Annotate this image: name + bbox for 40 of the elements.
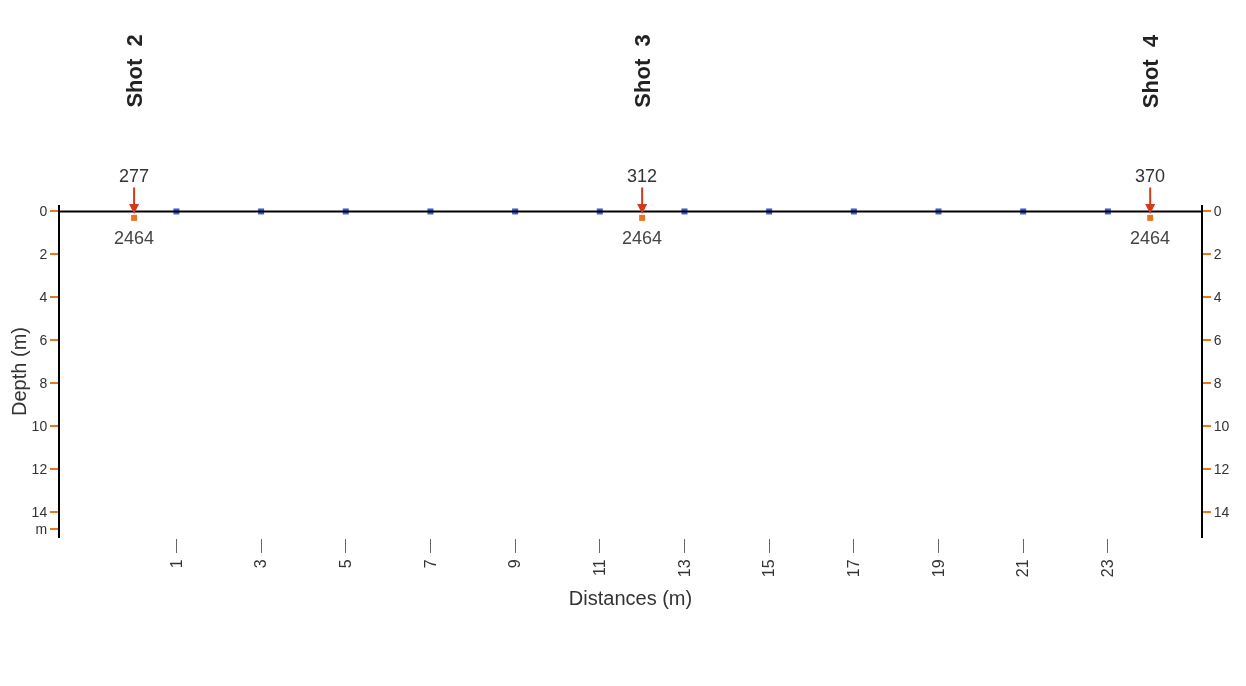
x-tick-label: 3 (252, 559, 270, 569)
annotation: 312 (627, 166, 658, 186)
annotation: 2464 (1130, 228, 1171, 248)
x-tick-label: 1 (167, 559, 185, 569)
x-tick-label: 19 (929, 559, 947, 578)
y-tick-label: 8 (39, 375, 48, 392)
y-tick-label: 6 (39, 332, 48, 349)
y2-tick-label: 14 (1213, 504, 1230, 521)
y2-tick-label: 8 (1213, 375, 1222, 392)
y2-tick-label: 2 (1213, 246, 1222, 263)
x-tick-label: 9 (506, 559, 524, 569)
text: Shot 2 (121, 34, 147, 108)
x-tick-label: 21 (1014, 559, 1032, 578)
x-tick-label: 7 (421, 559, 439, 569)
y-tick-label: 10 (31, 418, 48, 435)
x-tick-label: 11 (591, 559, 609, 577)
y-tick-label: 2 (39, 246, 48, 263)
y2-tick-label: 12 (1213, 461, 1230, 478)
y-tick-label: 12 (31, 461, 48, 478)
y2-tick-label: 6 (1213, 332, 1222, 349)
y2-tick-label: 10 (1213, 418, 1230, 435)
annotation: 277 (119, 166, 150, 186)
y2-tick-label: 0 (1213, 203, 1222, 220)
annotation: 370 (1135, 166, 1166, 186)
y-axis-title: Depth (m) (7, 327, 30, 416)
text: Shot 4 (1138, 34, 1164, 109)
y-tick-label: m (35, 521, 48, 538)
y-tick-label: 14 (31, 504, 48, 521)
x-tick-label: 5 (336, 559, 354, 569)
x-tick-label: 13 (675, 559, 693, 578)
x-axis-title: Distances (m) (568, 586, 693, 609)
x-tick-label: 23 (1099, 559, 1117, 578)
y2-tick-label: 4 (1213, 289, 1222, 306)
annotation: 2464 (114, 228, 155, 248)
y-tick-label: 0 (39, 203, 48, 220)
x-tick-label: 15 (760, 559, 778, 578)
y-tick-label: 4 (39, 289, 48, 306)
annotation: 2464 (622, 228, 663, 248)
x-tick-label: 17 (845, 559, 863, 578)
text: Shot 3 (629, 34, 655, 108)
